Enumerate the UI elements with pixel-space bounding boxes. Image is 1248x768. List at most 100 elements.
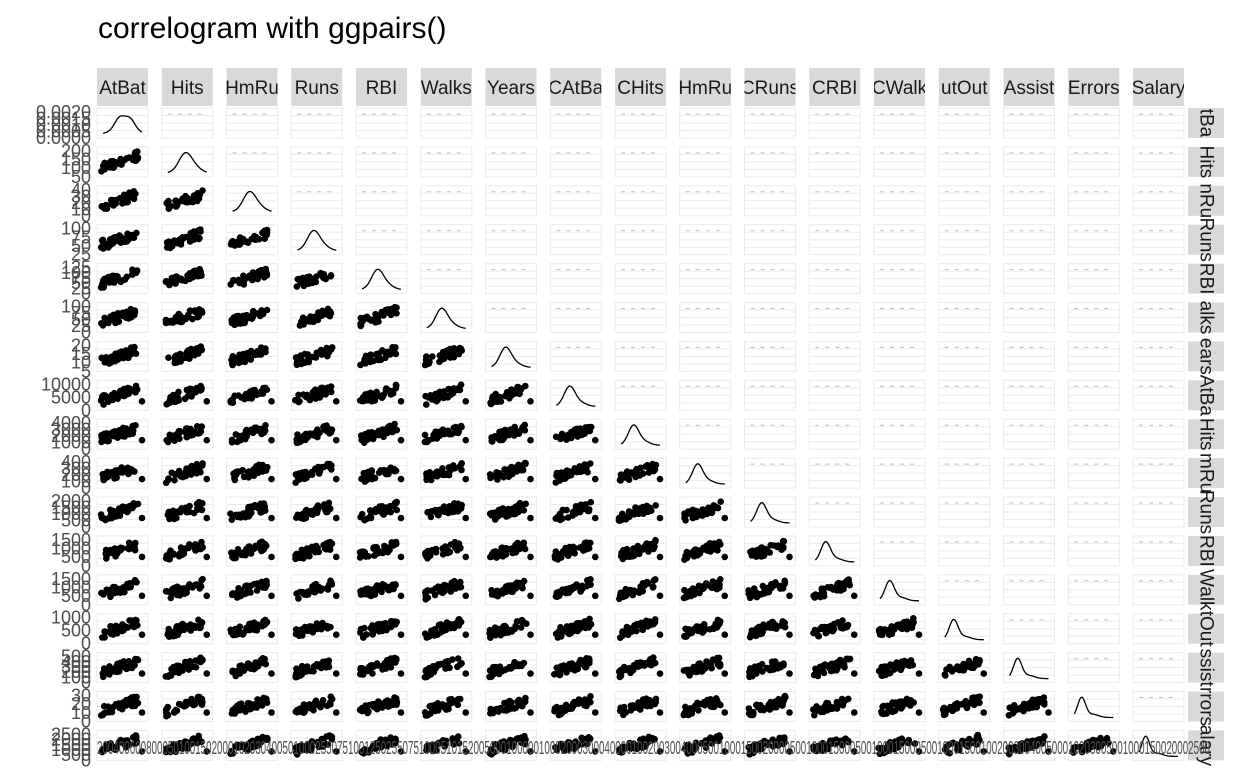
scatter-outlier	[786, 553, 793, 561]
panel-border	[96, 302, 149, 333]
panel-4-4	[355, 263, 408, 295]
scatter-point	[520, 577, 528, 585]
scatter-points	[162, 265, 205, 289]
panel-11-3	[290, 535, 343, 567]
scatter-point	[182, 425, 190, 432]
scatter-outlier	[203, 514, 211, 522]
scatter-point	[177, 241, 185, 248]
column-strip-bg	[97, 68, 148, 106]
scatter-point	[421, 438, 429, 446]
scatter-point	[776, 543, 783, 550]
scatter-point	[259, 658, 266, 666]
panel-border	[485, 263, 537, 295]
scatter-point	[581, 430, 589, 437]
scatter-point	[132, 655, 139, 663]
scatter-outlier	[591, 592, 599, 600]
scatter-point	[587, 620, 594, 628]
scatter-point	[839, 625, 847, 632]
panel-border	[485, 496, 537, 528]
scatter-outlier	[397, 475, 405, 483]
scatter-point	[263, 231, 270, 239]
scatter-point	[229, 590, 237, 597]
panel-border	[744, 340, 796, 372]
scatter-point	[184, 623, 192, 630]
scatter-point	[368, 468, 376, 476]
panel-border	[226, 613, 278, 645]
scatter-point	[172, 197, 180, 204]
scatter-point	[450, 385, 458, 392]
panel-0-8	[614, 107, 667, 139]
scatter-point	[312, 278, 320, 286]
scatter-point	[424, 509, 431, 516]
panel-1-12	[873, 146, 926, 178]
chart-title: correlogram with ggpairs()	[98, 12, 447, 45]
panel-10-0	[96, 496, 149, 528]
scatter-point	[296, 552, 304, 559]
scatter-point	[587, 498, 595, 506]
scatter-point	[520, 423, 527, 430]
panel-border	[1132, 496, 1185, 528]
scatter-point	[565, 589, 573, 596]
scatter-point	[295, 439, 303, 446]
panel-border	[938, 263, 991, 295]
panel-border	[1067, 302, 1120, 333]
panel-10-5	[420, 496, 473, 528]
panel-11-12	[873, 535, 926, 567]
density-curve	[944, 618, 984, 641]
scatter-point	[118, 161, 125, 168]
scatter-outlier	[527, 553, 534, 561]
panel-border	[549, 457, 602, 489]
scatter-point	[179, 472, 187, 480]
panel-9-5	[420, 457, 473, 489]
scatter-point	[121, 583, 129, 590]
scatter-point	[580, 505, 587, 513]
scatter-point	[192, 657, 199, 664]
scatter-outlier	[332, 398, 340, 405]
scatter-point	[175, 388, 182, 396]
scatter-point	[184, 313, 191, 321]
panel-0-16	[1132, 107, 1185, 139]
scatter-point	[682, 625, 689, 633]
panel-4-10	[744, 263, 796, 295]
panel-4-14	[1003, 263, 1055, 295]
scatter-point	[682, 517, 689, 524]
scatter-point	[188, 427, 196, 434]
scatter-point	[445, 464, 453, 471]
panel-6-7	[549, 340, 602, 372]
scatter-point	[99, 673, 107, 681]
panel-7-5	[420, 379, 473, 411]
scatter-points	[486, 459, 534, 483]
scatter-point	[751, 591, 759, 599]
scatter-point	[563, 506, 570, 514]
scatter-point	[295, 595, 302, 602]
column-strip-bg	[744, 68, 796, 106]
scatter-point	[115, 585, 123, 593]
scatter-point	[367, 591, 375, 599]
scatter-point	[318, 312, 326, 319]
scatter-point	[424, 360, 431, 368]
panel-border	[355, 496, 408, 528]
scatter-points	[98, 422, 146, 446]
scatter-point	[432, 545, 440, 553]
row-strip-bg	[1188, 458, 1224, 489]
panel-border	[1003, 457, 1055, 489]
scatter-points	[552, 460, 599, 486]
panel-8-9	[679, 418, 732, 450]
scatter-point	[258, 387, 266, 395]
scatter-point	[300, 515, 308, 522]
panel-border	[614, 379, 667, 411]
scatter-points	[357, 303, 400, 330]
scatter-point	[552, 433, 560, 441]
panel-4-0	[96, 263, 149, 295]
scatter-points	[228, 344, 269, 369]
scatter-point	[303, 663, 311, 670]
scatter-point	[327, 542, 334, 549]
panel-border	[485, 535, 537, 567]
panel-border	[744, 263, 796, 295]
row-strip-label: RBI	[1196, 263, 1217, 295]
panel-border	[549, 418, 602, 450]
scatter-points	[98, 305, 139, 329]
panel-0-0	[96, 107, 149, 139]
panel-border	[1067, 574, 1120, 606]
panel-border	[161, 535, 214, 567]
